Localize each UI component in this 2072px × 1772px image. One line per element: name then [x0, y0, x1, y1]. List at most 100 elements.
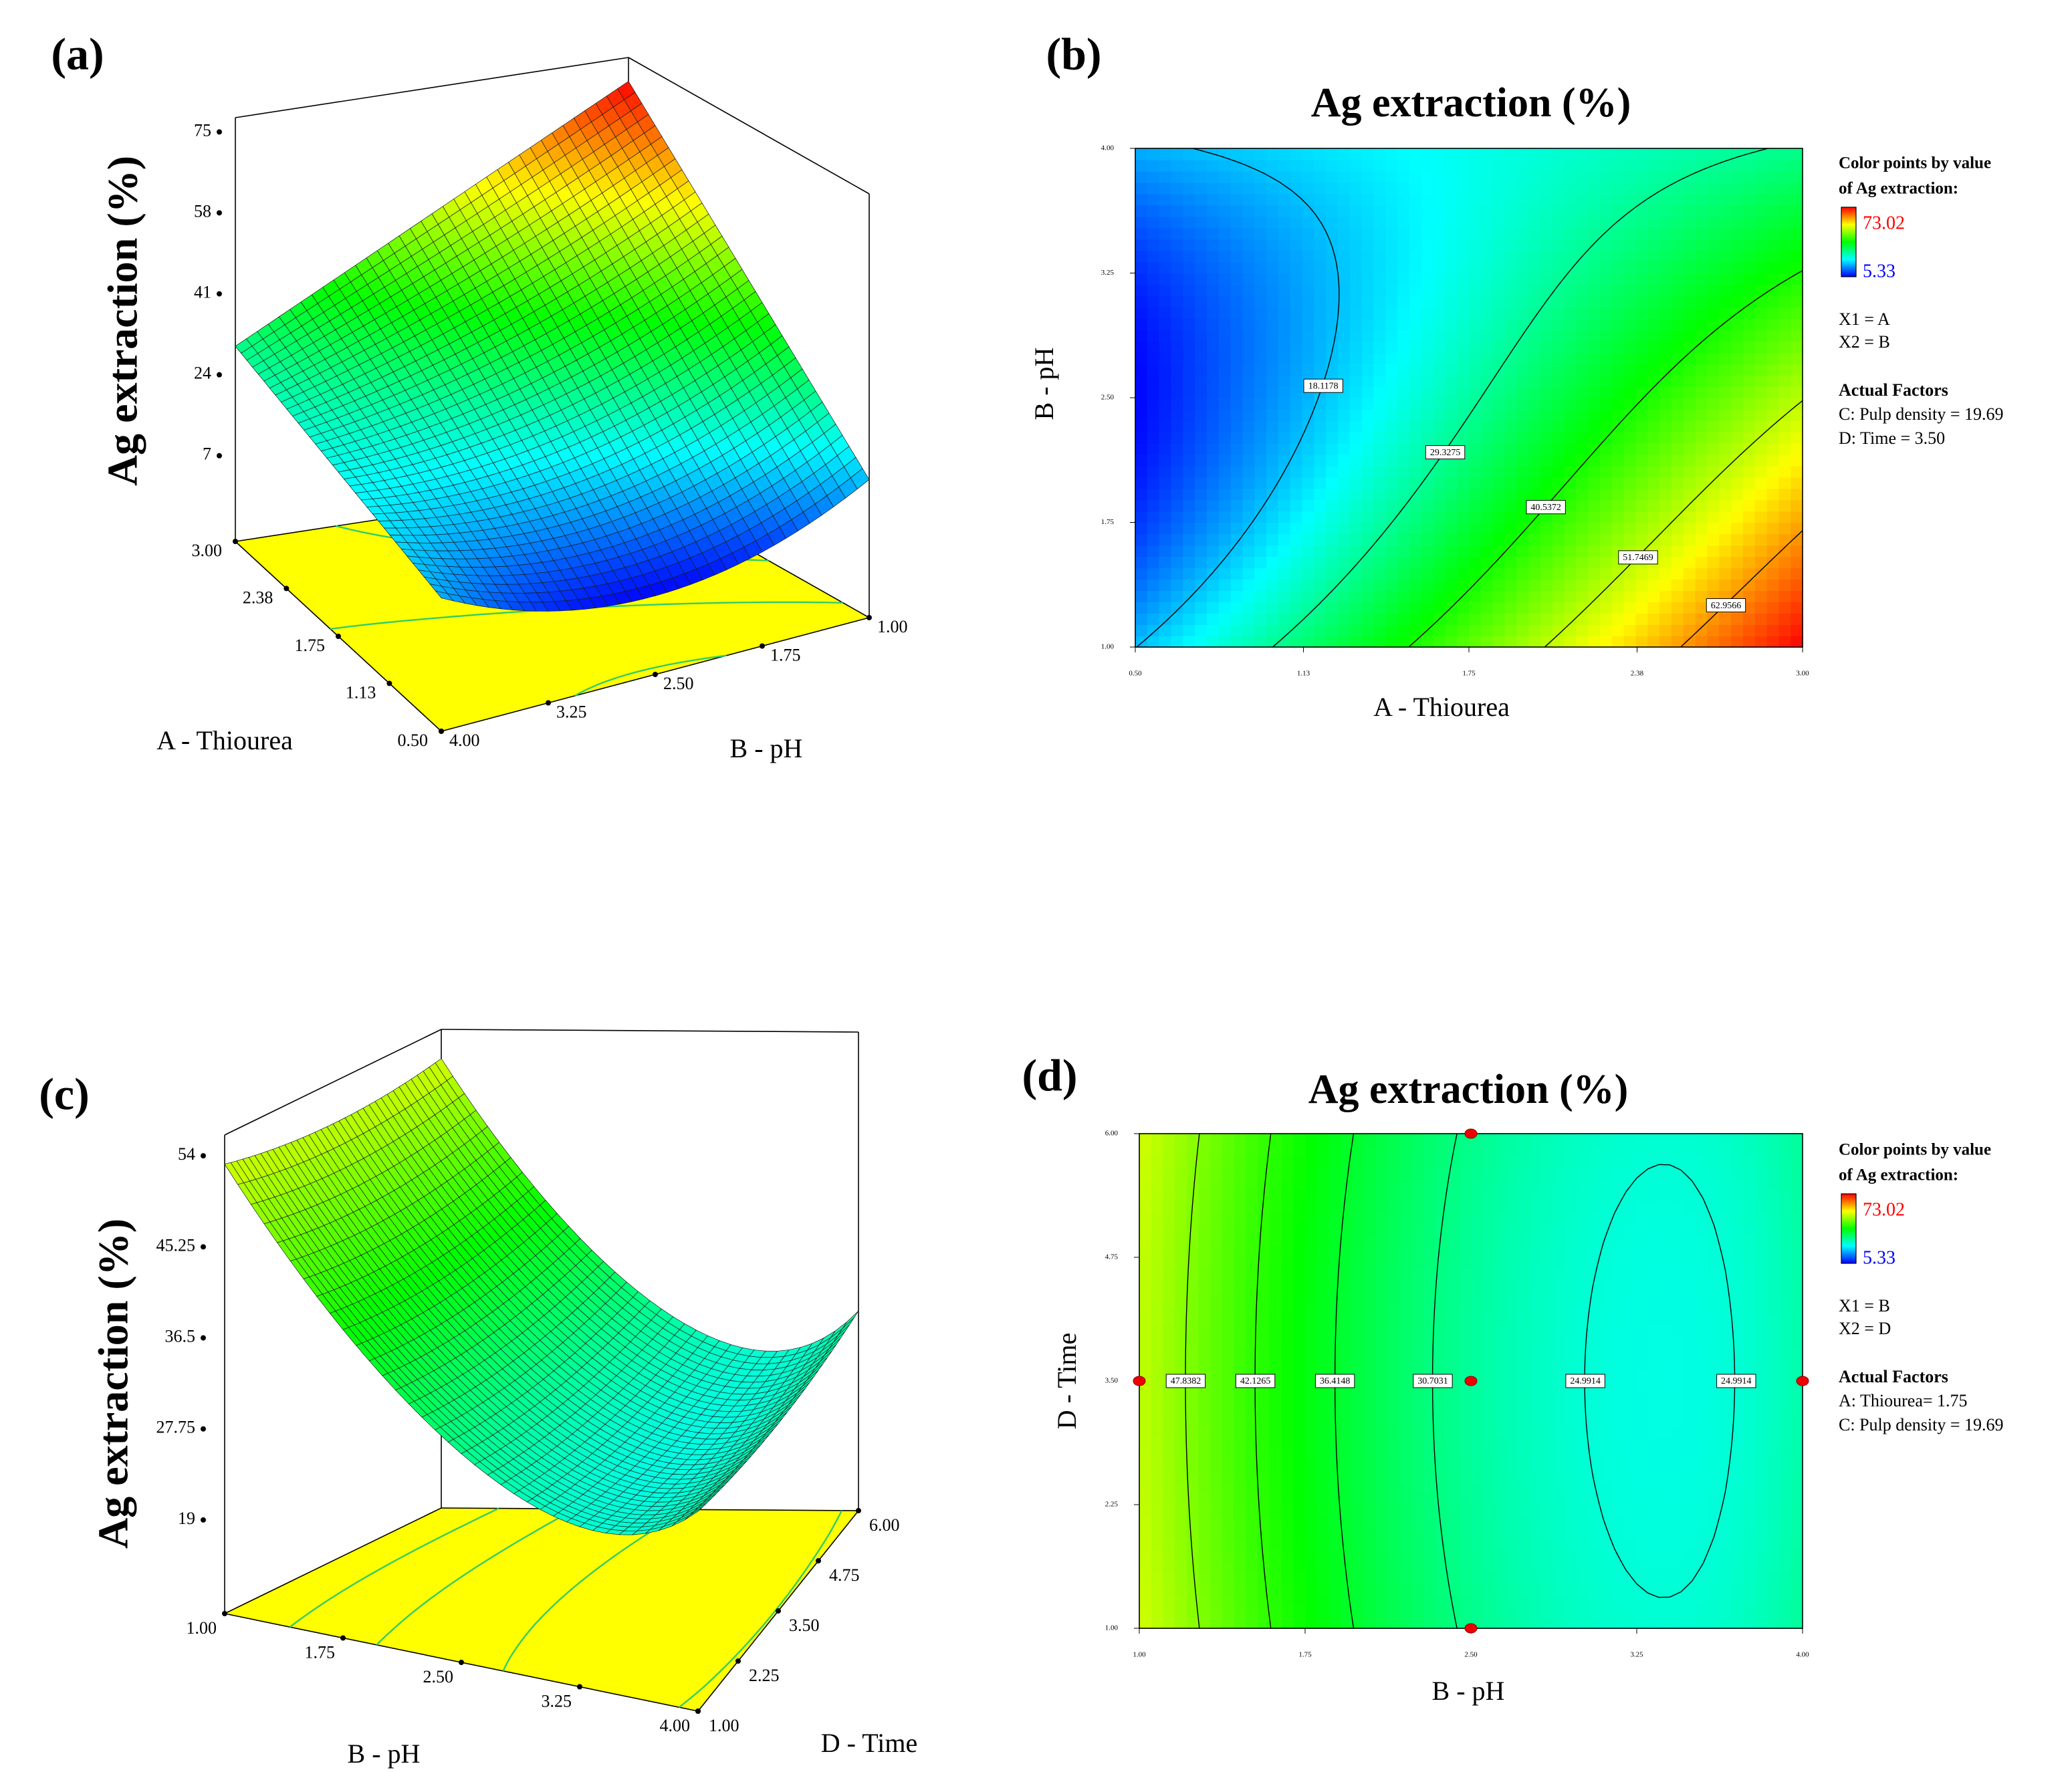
heat-cell	[1242, 250, 1256, 263]
heat-cell	[1337, 613, 1351, 625]
heat-cell	[1707, 170, 1720, 183]
heat-cell	[1766, 454, 1780, 467]
heat-cell	[1659, 330, 1672, 342]
heat-cell	[1778, 398, 1791, 410]
heat-cell	[1278, 227, 1291, 240]
heat-cell	[1516, 442, 1529, 455]
heat-cell	[1314, 307, 1327, 320]
heat-cell	[1504, 170, 1518, 183]
heat-cell	[1588, 556, 1601, 569]
heat-cell	[1469, 284, 1482, 297]
heat-cell	[1492, 420, 1506, 432]
heat-cell	[1159, 567, 1172, 580]
heat-cell	[1623, 318, 1637, 331]
heat-cell	[1171, 330, 1184, 342]
heat-cell	[1480, 284, 1494, 297]
heat-cell	[1254, 590, 1267, 602]
heat-cell	[1326, 284, 1339, 297]
heat-cell	[1147, 386, 1160, 398]
heat-cell	[1337, 488, 1351, 501]
heat-cell	[1337, 273, 1351, 285]
heat-cell	[1373, 636, 1387, 648]
heat-cell	[1254, 261, 1267, 274]
heat-cell	[1707, 307, 1720, 320]
heat-cell	[1731, 364, 1744, 376]
x-tick-label: 0.50	[1129, 670, 1142, 678]
heat-cell	[1719, 239, 1732, 251]
heat-cell	[1623, 352, 1637, 364]
heat-cell	[1397, 182, 1410, 195]
heat-cell	[1159, 182, 1172, 195]
heat-cell	[1552, 318, 1565, 331]
heat-cell	[1516, 341, 1529, 353]
heat-cell	[1337, 205, 1351, 217]
heat-cell	[1623, 239, 1637, 251]
heat-cell	[1337, 408, 1351, 421]
heat-cell	[1445, 465, 1458, 478]
heat-cell	[1778, 590, 1791, 602]
heat-cell	[1242, 205, 1256, 217]
heat-cell	[1337, 193, 1351, 206]
heat-cell	[1469, 454, 1482, 467]
heat-cell	[1457, 193, 1470, 206]
heat-cell	[1492, 307, 1506, 320]
panel-label: (a)	[51, 29, 104, 80]
heat-cell	[1695, 386, 1708, 398]
heat-cell	[1742, 556, 1756, 569]
heat-cell	[1373, 408, 1387, 421]
heat-cell	[1349, 386, 1363, 398]
heat-cell	[1135, 170, 1148, 183]
heat-cell	[1397, 533, 1410, 546]
heat-cell	[1421, 499, 1434, 512]
heat-cell	[1791, 545, 1803, 557]
heat-cell	[1254, 579, 1267, 592]
heat-cell	[1242, 431, 1256, 444]
heat-cell	[1278, 284, 1291, 297]
heat-cell	[1731, 261, 1744, 274]
heat-cell	[1230, 239, 1244, 251]
heat-cell	[1683, 533, 1696, 546]
heat-cell	[1195, 420, 1207, 432]
heat-cell	[1528, 420, 1541, 432]
z-tick	[217, 129, 222, 135]
heat-cell	[1314, 511, 1327, 523]
heat-cell	[1409, 511, 1422, 523]
heat-cell	[1492, 398, 1506, 410]
heat-cell	[1337, 364, 1351, 376]
heat-cell	[1171, 499, 1184, 512]
heat-cell	[1659, 465, 1672, 478]
heat-cell	[1695, 488, 1708, 501]
heat-cell	[1504, 454, 1518, 467]
heat-cell	[1349, 284, 1363, 297]
heat-cell	[1588, 205, 1601, 217]
heat-cell	[1516, 216, 1529, 229]
heat-cell	[1719, 431, 1732, 444]
heat-cell	[1683, 477, 1696, 489]
heat-cell	[1492, 352, 1506, 364]
heat-cell	[1278, 636, 1291, 648]
heat-cell	[1647, 567, 1660, 580]
heat-cell	[1385, 602, 1398, 614]
heat-cell	[1385, 170, 1398, 183]
heat-cell	[1659, 545, 1672, 557]
heat-cell	[1159, 148, 1172, 160]
heat-cell	[1588, 330, 1601, 342]
heat-cell	[1742, 352, 1756, 364]
heat-cell	[1766, 250, 1780, 263]
heat-cell	[1719, 613, 1732, 625]
heat-cell	[1445, 318, 1458, 331]
heat-cell	[1683, 386, 1696, 398]
heat-cell	[1742, 307, 1756, 320]
heat-cell	[1576, 408, 1589, 421]
heat-cell	[1373, 398, 1387, 410]
heat-cell	[1671, 148, 1684, 160]
heat-cell	[1695, 522, 1708, 535]
heat-cell	[1135, 420, 1148, 432]
heat-cell	[1326, 431, 1339, 444]
heat-cell	[1397, 579, 1410, 592]
heat-cell	[1314, 454, 1327, 467]
heat-cell	[1659, 477, 1672, 489]
heat-cell	[1242, 261, 1256, 274]
heat-cell	[1778, 193, 1791, 206]
heat-cell	[1469, 330, 1482, 342]
